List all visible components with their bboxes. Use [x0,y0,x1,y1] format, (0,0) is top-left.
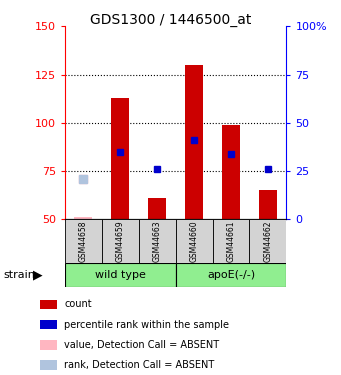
Bar [250,219,286,262]
Bar [148,198,166,219]
Bar [40,360,57,370]
Bar [40,320,57,330]
Text: GSM44659: GSM44659 [116,220,125,262]
Bar [111,98,130,219]
Bar [222,125,240,219]
Bar [65,262,176,287]
Text: GSM44661: GSM44661 [226,220,236,262]
Bar [40,300,57,309]
Bar [65,219,102,262]
Bar [40,340,57,350]
Text: strain: strain [3,270,35,280]
Text: GSM44663: GSM44663 [153,220,162,262]
Bar [176,219,212,262]
Bar [259,190,277,219]
Text: GSM44658: GSM44658 [79,220,88,262]
Bar [74,217,92,219]
Bar [139,219,176,262]
Text: GSM44662: GSM44662 [264,220,272,262]
Text: apoE(-/-): apoE(-/-) [207,270,255,280]
Text: value, Detection Call = ABSENT: value, Detection Call = ABSENT [64,340,219,350]
Text: wild type: wild type [95,270,146,280]
Text: GDS1300 / 1446500_at: GDS1300 / 1446500_at [90,13,251,27]
Text: percentile rank within the sample: percentile rank within the sample [64,320,229,330]
Bar [212,219,250,262]
Text: ▶: ▶ [33,268,42,281]
Bar [102,219,139,262]
Text: GSM44660: GSM44660 [190,220,198,262]
Text: count: count [64,300,92,309]
Bar [176,262,286,287]
Text: rank, Detection Call = ABSENT: rank, Detection Call = ABSENT [64,360,214,370]
Bar [185,65,203,219]
